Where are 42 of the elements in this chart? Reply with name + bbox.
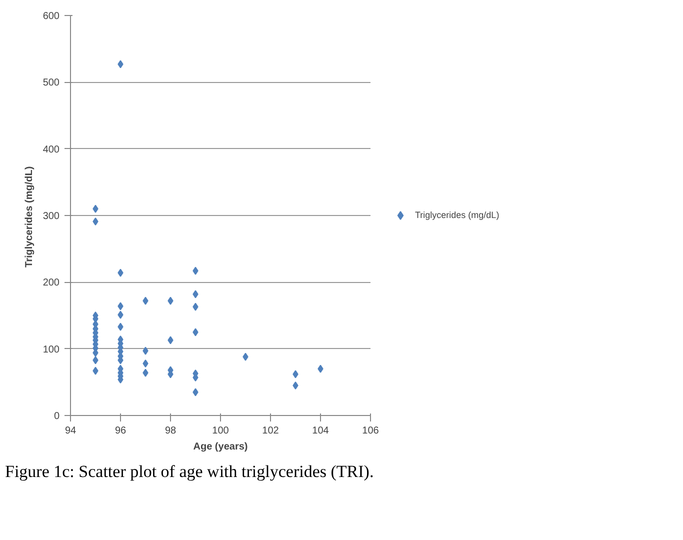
x-tick-label: 94 (64, 426, 76, 436)
point (92, 218, 98, 226)
legend-label: Triglycerides (mg/dL) (415, 210, 500, 220)
caption: Figure 1c: Scatter plot of age with triglycerides (TRI). (5, 461, 374, 483)
x-tick-label: 104 (312, 426, 330, 436)
x-tick-label: 106 (362, 426, 380, 436)
y-axis-title: Triglycerides (mg/dL) (24, 166, 35, 268)
point (242, 352, 248, 361)
point (118, 302, 124, 310)
point (292, 370, 298, 378)
point (142, 346, 148, 355)
y-tick-label: 300 (42, 211, 60, 222)
y-tick-label: 100 (42, 344, 60, 356)
point (192, 266, 198, 275)
point (118, 322, 124, 331)
point (142, 296, 148, 305)
point (192, 290, 198, 298)
x-tick-label: 102 (262, 426, 280, 436)
x-axis-title: Age (years) (193, 442, 248, 452)
point (142, 368, 148, 377)
point (92, 204, 98, 213)
point (192, 302, 198, 311)
point (118, 60, 124, 68)
point (118, 310, 124, 319)
y-tick-label: 500 (42, 78, 60, 89)
point (142, 360, 148, 368)
point (168, 336, 174, 344)
point (192, 328, 198, 336)
x-tick-label: 100 (212, 426, 230, 436)
point (318, 364, 324, 373)
y-tick-label: 600 (42, 11, 60, 22)
y-tick-label: 200 (42, 278, 60, 289)
point (168, 296, 174, 305)
y-tick-label: 0 (54, 411, 60, 422)
point (92, 356, 98, 364)
point (92, 366, 98, 375)
x-tick-label: 96 (114, 426, 126, 436)
y-tick-label: 400 (42, 144, 60, 156)
x-tick-label: 98 (164, 426, 176, 436)
point (292, 382, 298, 390)
point (192, 388, 198, 396)
point (118, 268, 124, 277)
